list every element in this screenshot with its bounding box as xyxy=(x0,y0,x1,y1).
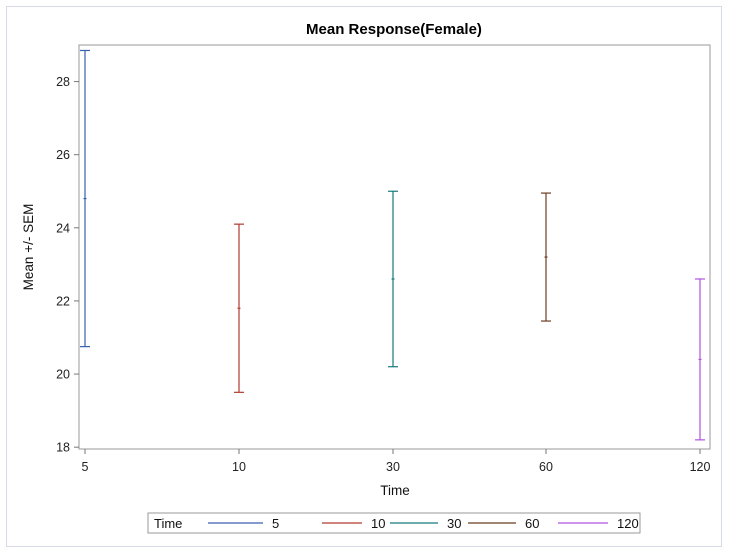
legend: Time 5 10 30 60 120 xyxy=(147,512,641,534)
legend-label-5: 5 xyxy=(272,516,279,531)
error-bar-60 xyxy=(541,192,551,322)
y-tick-label: 18 xyxy=(56,441,70,455)
chart-title: Mean Response(Female) xyxy=(306,21,482,38)
x-axis: 5 10 30 60 120 xyxy=(82,449,711,474)
y-axis-label: Mean +/- SEM xyxy=(21,204,36,291)
y-tick-label: 26 xyxy=(56,148,70,162)
error-bar-120 xyxy=(695,278,705,441)
legend-label-10: 10 xyxy=(371,516,385,531)
error-bar-30 xyxy=(388,190,398,368)
legend-title: Time xyxy=(154,516,182,531)
x-tick-label: 120 xyxy=(690,460,711,474)
chart-canvas: Mean Response(Female) 18 20 22 24 26 28 5 10 30… xyxy=(21,21,711,534)
x-tick-label: 5 xyxy=(82,460,89,474)
x-tick-label: 60 xyxy=(539,460,553,474)
x-tick-label: 30 xyxy=(386,460,400,474)
y-tick-label: 20 xyxy=(56,368,70,382)
x-axis-label: Time xyxy=(380,483,410,498)
plot-area xyxy=(78,44,711,450)
y-tick-label: 22 xyxy=(56,294,70,308)
error-bar-10 xyxy=(234,223,244,393)
legend-label-60: 60 xyxy=(525,516,539,531)
y-tick-label: 28 xyxy=(56,75,70,89)
legend-label-30: 30 xyxy=(447,516,461,531)
x-tick-label: 10 xyxy=(232,460,246,474)
y-tick-label: 24 xyxy=(56,221,70,235)
legend-label-120: 120 xyxy=(617,516,639,531)
y-axis: 18 20 22 24 26 28 xyxy=(56,75,79,455)
chart-frame: Mean Response(Female) 18 20 22 24 26 28 5 10 30… xyxy=(6,6,722,547)
error-bar-5 xyxy=(80,49,90,348)
error-bars xyxy=(80,49,705,441)
